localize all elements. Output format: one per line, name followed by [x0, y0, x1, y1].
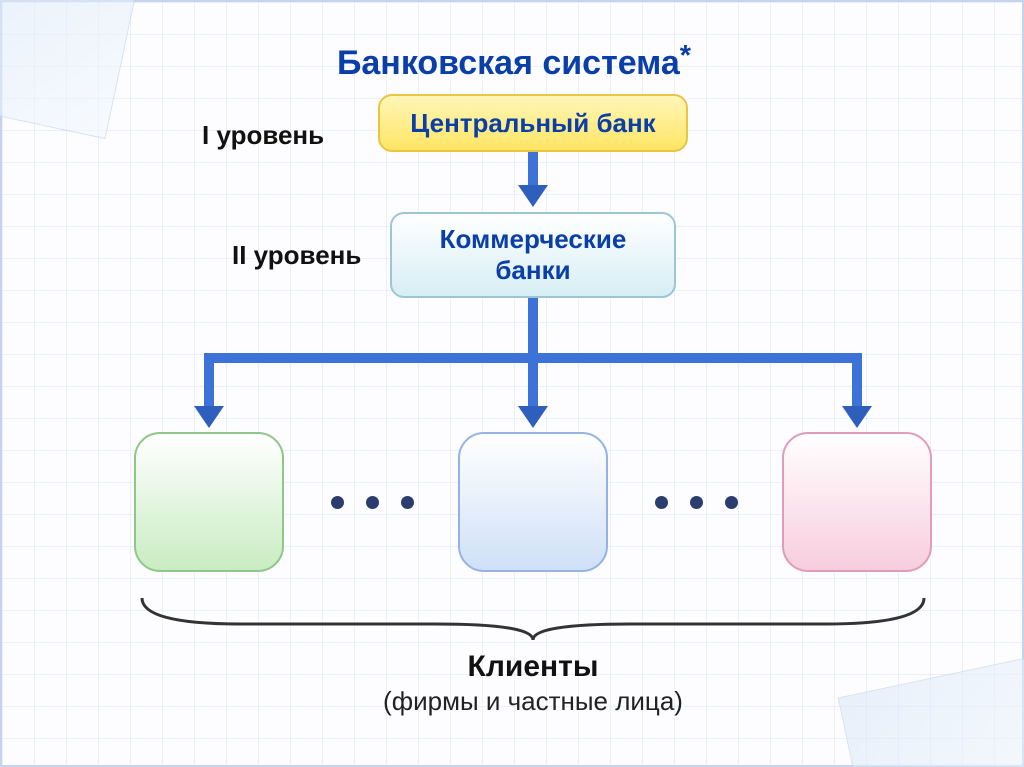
clients-subtitle: (фирмы и частные лица): [283, 686, 783, 717]
clients-title: Клиенты: [283, 650, 783, 684]
slide-canvas: Банковская система* I уровень II уровень…: [0, 0, 1024, 767]
